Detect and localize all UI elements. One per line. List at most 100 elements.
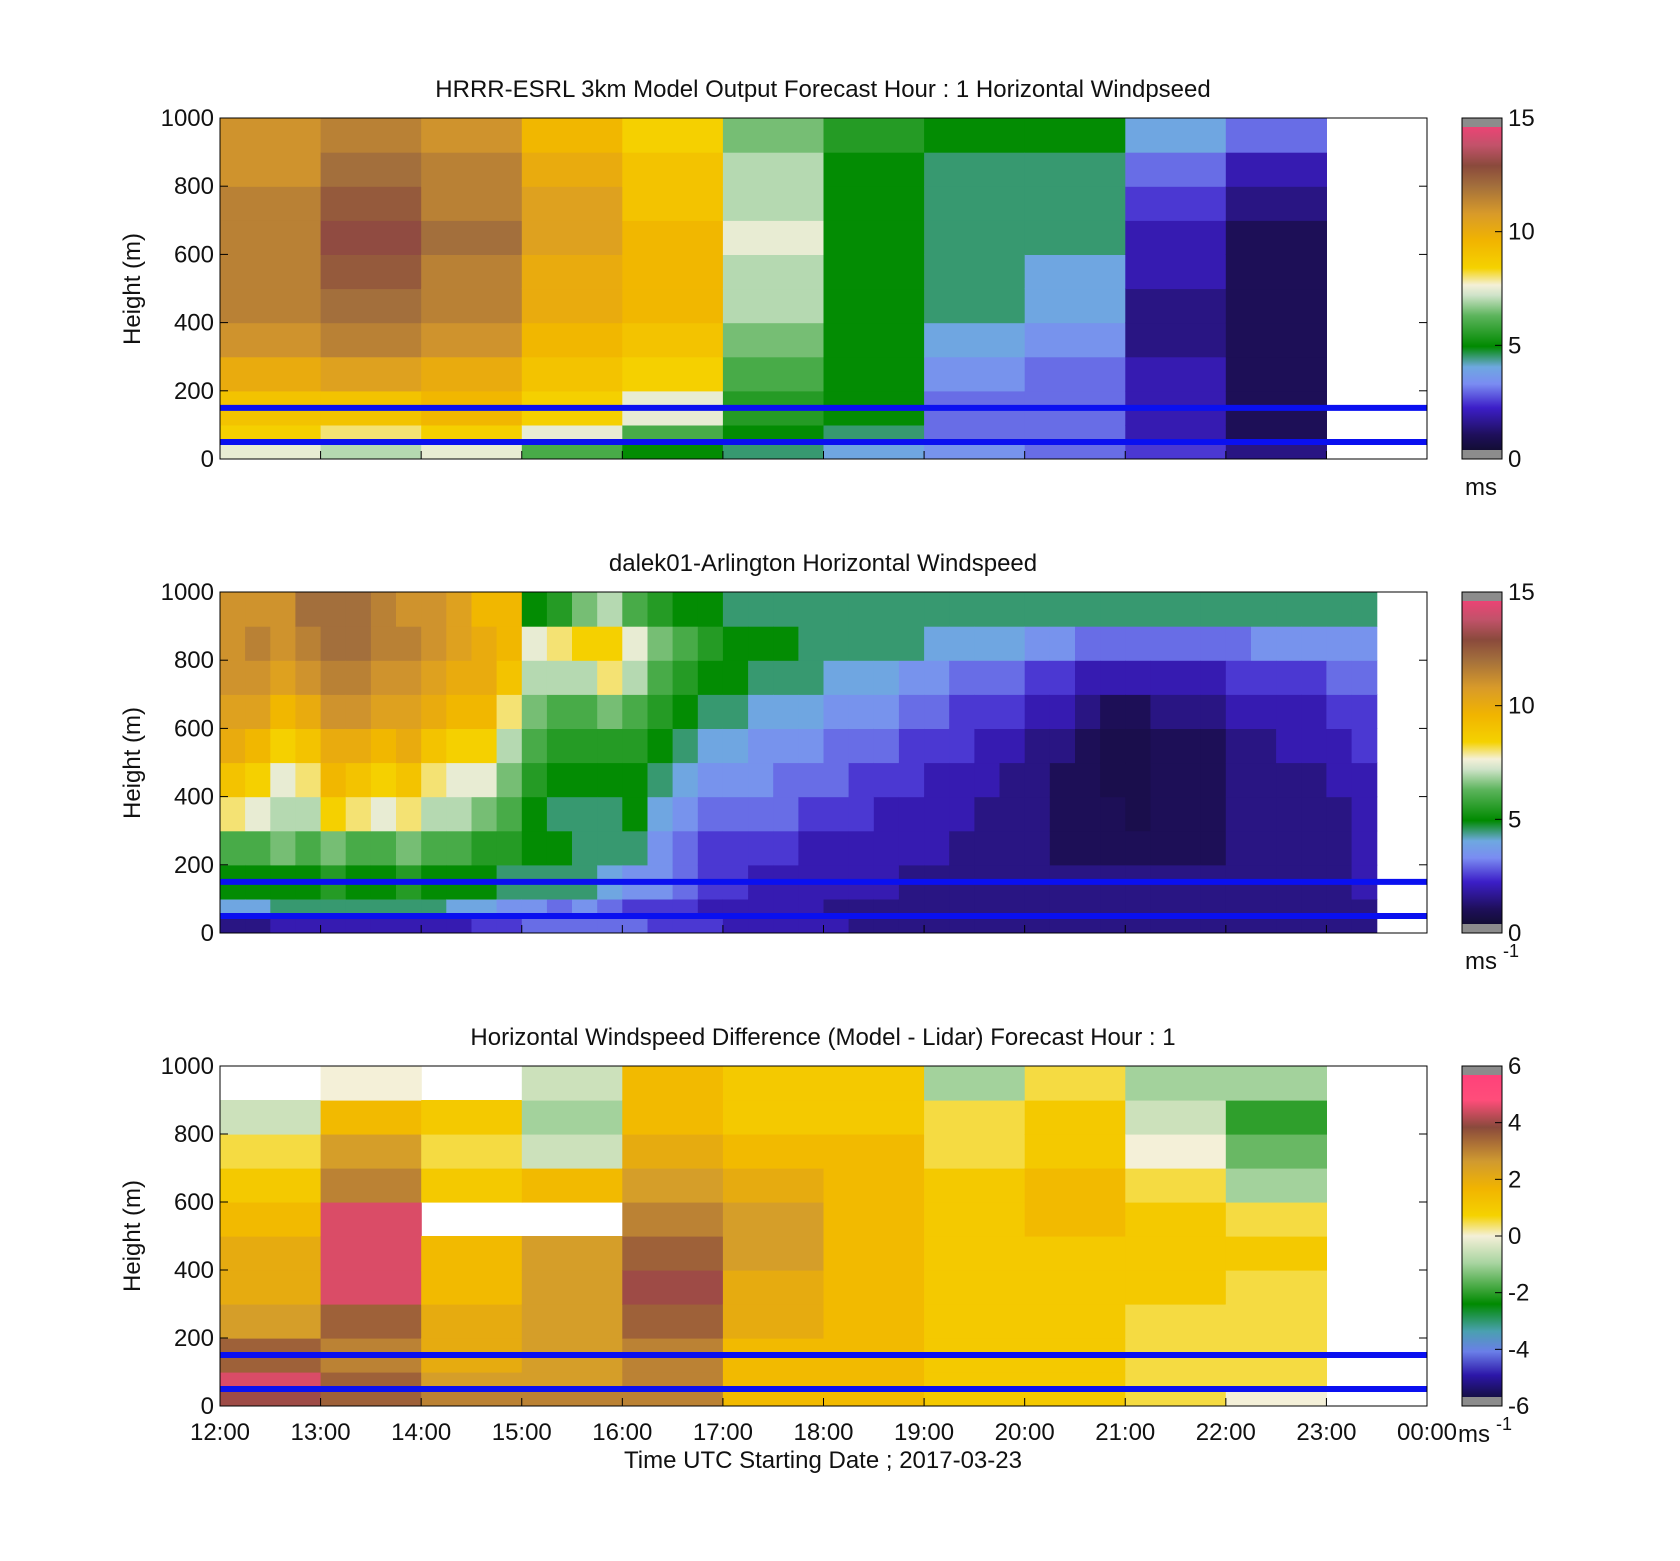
heatmap-cell (1024, 1168, 1126, 1203)
heatmap-cell (421, 694, 447, 729)
heatmap-cell (622, 728, 648, 764)
heatmap-cell (1351, 796, 1378, 832)
heatmap-cell (622, 626, 648, 661)
heatmap-cell (1225, 1134, 1327, 1169)
heatmap-cell (1075, 916, 1101, 933)
heatmap-cell (722, 186, 825, 221)
x-tick-label: 16:00 (592, 1419, 652, 1446)
heatmap-cell (873, 762, 900, 798)
heatmap-cell (320, 626, 347, 661)
y-tick-label: 600 (174, 1189, 214, 1216)
heatmap-cell (521, 898, 548, 917)
y-tick-label: 600 (174, 241, 214, 268)
y-tick-label: 200 (174, 378, 214, 405)
heatmap-cell (848, 728, 875, 764)
heatmap-cell (245, 916, 271, 933)
y-tick-label: 600 (174, 715, 214, 742)
panel-title: HRRR-ESRL 3km Model Output Forecast Hour… (435, 76, 1210, 103)
heatmap-cell (1125, 592, 1151, 627)
heatmap-cell (924, 186, 1026, 221)
heatmap-cell (773, 898, 799, 917)
heatmap-cell (521, 796, 548, 832)
heatmap-cell (320, 118, 422, 153)
heatmap-cell (1125, 1168, 1227, 1203)
heatmap-cell (521, 762, 548, 798)
heatmap-cell (1125, 916, 1151, 933)
heatmap-cell (220, 1236, 322, 1271)
heatmap-cell (521, 254, 623, 290)
x-tick-label: 12:00 (190, 1419, 250, 1446)
heatmap-cell (220, 796, 246, 832)
heatmap-cell (622, 916, 648, 933)
heatmap-cell (496, 898, 523, 917)
heatmap-cell (722, 1134, 825, 1169)
heatmap-cell (873, 916, 900, 933)
heatmap-cell (823, 1100, 925, 1135)
heatmap-cell (370, 762, 397, 798)
heatmap-cell (597, 626, 623, 661)
heatmap-cell (1024, 424, 1126, 443)
heatmap-cell (295, 762, 322, 798)
heatmap-cell (572, 660, 598, 695)
colorbar-tick-label: -4 (1508, 1336, 1529, 1363)
heatmap-cell (924, 660, 950, 695)
heatmap-cell (270, 660, 296, 695)
heatmap-cell (1251, 728, 1277, 764)
colorbar: 0 5 10 15 ms (1461, 105, 1535, 501)
heatmap-cell (1251, 898, 1277, 917)
heatmap-cell (396, 626, 422, 661)
heatmap-cell (1326, 660, 1353, 695)
heatmap-cell (873, 796, 900, 832)
heatmap-cell (949, 694, 975, 729)
heatmap-cell (421, 356, 523, 392)
heatmap-cell (597, 762, 623, 798)
heatmap-cell (295, 728, 322, 764)
heatmap-cell (1075, 762, 1101, 798)
heatmap-cell (597, 830, 623, 866)
heatmap-cell (1100, 592, 1126, 627)
heatmap-cell (1125, 626, 1151, 661)
heatmap-cell (999, 830, 1026, 866)
heatmap-cell (1225, 830, 1252, 866)
heatmap-cell (496, 626, 523, 661)
heatmap-cell (823, 288, 925, 324)
heatmap-cell (1175, 762, 1202, 798)
heatmap-cell (521, 1389, 623, 1406)
heatmap-cell (597, 796, 623, 832)
heatmap-cell (370, 660, 397, 695)
heatmap-cell (773, 796, 799, 832)
heatmap-cell (622, 660, 648, 695)
heatmap-cell (722, 1270, 825, 1305)
heatmap-cell (597, 694, 623, 729)
x-tick-label: 14:00 (391, 1419, 451, 1446)
heatmap-cell (1225, 1372, 1327, 1390)
heatmap-cell (1150, 916, 1177, 933)
heatmap-cell (823, 322, 925, 358)
heatmap-cell (898, 762, 925, 798)
heatmap-cell (295, 916, 322, 933)
heatmap-cell (924, 762, 950, 798)
heatmap-cell (647, 916, 674, 933)
y-tick-label: 800 (174, 173, 214, 200)
heatmap-cell (672, 796, 699, 832)
heatmap-cell (722, 796, 749, 832)
heatmap-cell (798, 830, 825, 866)
heatmap-cell (521, 592, 548, 627)
heatmap-cell (1024, 1134, 1126, 1169)
heatmap-cell (622, 1304, 724, 1339)
heatmap-cell (924, 1168, 1026, 1203)
heatmap-cell (622, 186, 724, 221)
heatmap-cell (1075, 592, 1101, 627)
heatmap-cell (1049, 830, 1076, 866)
heatmap-cell (1125, 152, 1227, 187)
heatmap-cell (924, 322, 1026, 358)
x-axis: 12:00 13:00 14:00 15:00 16:00 17:00 18:00 19:00… (190, 1398, 1457, 1446)
heatmap-cell (722, 1100, 825, 1135)
heatmap-cell (496, 830, 523, 866)
heatmap-cell (1225, 728, 1252, 764)
heatmap-cell (622, 796, 648, 832)
heatmap-cell (1024, 186, 1126, 221)
colorbar-tick-label: -2 (1508, 1280, 1529, 1307)
heatmap-cell (1276, 626, 1302, 661)
heatmap-cell (345, 660, 372, 695)
